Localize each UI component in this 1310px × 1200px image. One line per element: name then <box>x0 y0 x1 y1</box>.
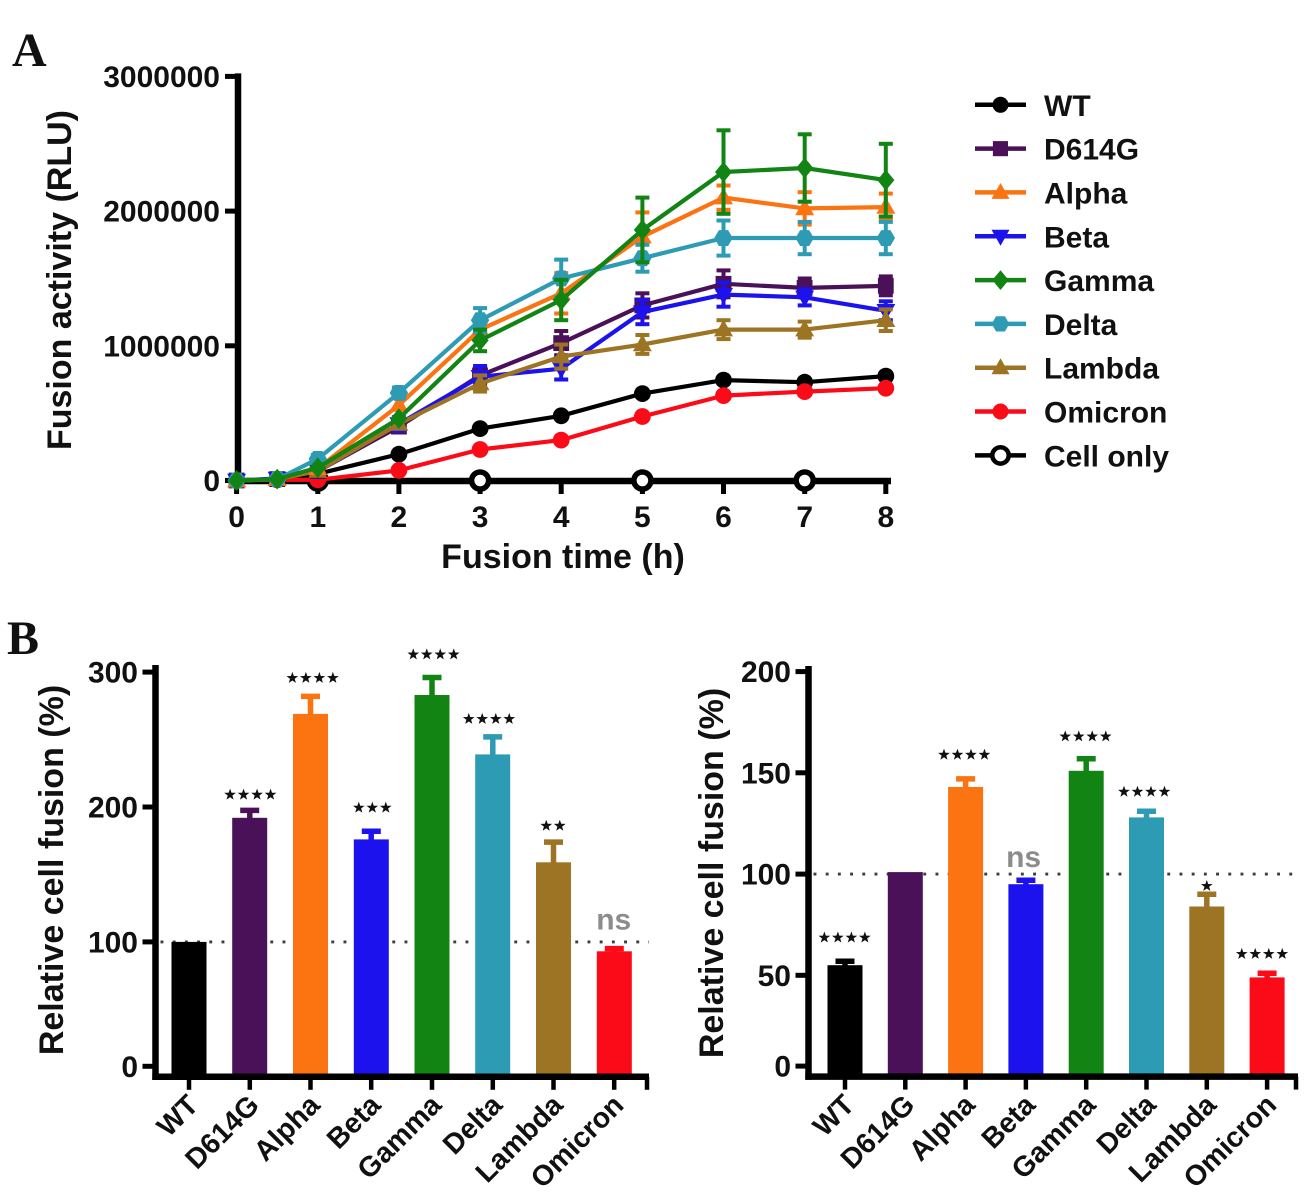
svg-text:6: 6 <box>715 501 732 534</box>
svg-text:1: 1 <box>309 501 326 534</box>
svg-text:Delta: Delta <box>1044 309 1118 342</box>
svg-text:Lambda: Lambda <box>1044 353 1159 386</box>
svg-text:0: 0 <box>203 465 220 498</box>
svg-text:150: 150 <box>741 757 791 790</box>
svg-text:Cell only: Cell only <box>1044 440 1169 473</box>
svg-text:50: 50 <box>758 960 791 993</box>
svg-text:100: 100 <box>88 926 138 959</box>
svg-text:3000000: 3000000 <box>103 61 220 94</box>
svg-text:Relative cell fusion (%): Relative cell fusion (%) <box>33 685 71 1055</box>
svg-text:ns: ns <box>1006 841 1041 874</box>
svg-text:Beta: Beta <box>1044 221 1109 254</box>
svg-text:0: 0 <box>121 1051 138 1084</box>
svg-text:100: 100 <box>741 859 791 892</box>
svg-text:Fusion activity (RLU): Fusion activity (RLU) <box>41 110 79 450</box>
svg-text:200: 200 <box>88 792 138 825</box>
svg-text:300: 300 <box>88 657 138 690</box>
svg-text:0: 0 <box>228 501 245 534</box>
svg-text:Relative cell fusion (%): Relative cell fusion (%) <box>693 688 731 1058</box>
svg-text:2: 2 <box>391 501 408 534</box>
svg-text:Gamma: Gamma <box>1044 265 1154 298</box>
svg-text:D614G: D614G <box>1044 134 1139 167</box>
svg-text:B: B <box>7 612 39 665</box>
svg-text:0: 0 <box>774 1051 791 1084</box>
svg-text:8: 8 <box>877 501 894 534</box>
svg-text:3: 3 <box>472 501 489 534</box>
svg-text:Fusion time (h): Fusion time (h) <box>441 538 685 576</box>
svg-text:2000000: 2000000 <box>103 196 220 229</box>
svg-text:Alpha: Alpha <box>1044 177 1128 210</box>
svg-text:200: 200 <box>741 656 791 689</box>
svg-text:1000000: 1000000 <box>103 330 220 363</box>
svg-text:A: A <box>12 24 47 77</box>
svg-text:5: 5 <box>634 501 651 534</box>
svg-text:4: 4 <box>553 501 570 534</box>
svg-text:WT: WT <box>1044 90 1091 123</box>
svg-text:7: 7 <box>796 501 813 534</box>
svg-text:Omicron: Omicron <box>1044 397 1167 430</box>
svg-text:ns: ns <box>596 903 631 936</box>
